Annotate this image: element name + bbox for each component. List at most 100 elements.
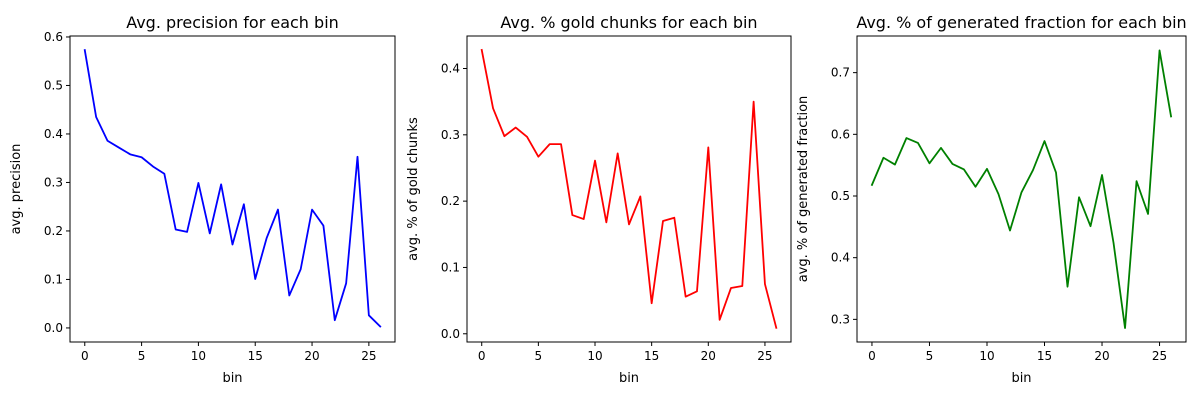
data-point-bin-6 bbox=[548, 143, 551, 146]
x-axis-ticks: 0 5 10 15 20 25 bbox=[868, 342, 1167, 363]
y-tick-label-0-2: 0.2 bbox=[441, 194, 460, 208]
y-tick-label-0-6: 0.6 bbox=[44, 30, 63, 44]
data-point-bin-21 bbox=[718, 318, 721, 321]
chart-title: Avg. % gold chunks for each bin bbox=[500, 13, 757, 32]
data-point-bin-24 bbox=[1147, 212, 1150, 215]
data-point-bin-12 bbox=[1008, 229, 1011, 232]
data-point-bin-14 bbox=[639, 195, 642, 198]
data-point-bin-8 bbox=[174, 228, 177, 231]
data-point-bin-23 bbox=[1135, 180, 1138, 183]
data-point-bin-16 bbox=[661, 220, 664, 223]
data-point-bin-15 bbox=[254, 277, 257, 280]
chart-title: Avg. % of generated fraction for each bi… bbox=[856, 13, 1186, 32]
plot-frame bbox=[466, 35, 792, 343]
data-point-bin-9 bbox=[186, 230, 189, 233]
data-point-bin-10 bbox=[985, 167, 988, 170]
y-tick-label-0-6: 0.6 bbox=[831, 127, 850, 141]
x-tick-label-15: 15 bbox=[644, 349, 659, 363]
x-axis-ticks: 0 5 10 15 20 25 bbox=[81, 342, 377, 363]
x-tick-label-25: 25 bbox=[361, 349, 376, 363]
data-point-bin-15 bbox=[1043, 140, 1046, 143]
x-tick-label-15: 15 bbox=[248, 349, 263, 363]
data-point-bin-5 bbox=[140, 156, 143, 159]
x-tick-label-20: 20 bbox=[701, 349, 716, 363]
y-axis-label: avg. % of gold chunks bbox=[406, 117, 421, 261]
y-tick-label-0-4: 0.4 bbox=[441, 61, 460, 75]
plot-frame bbox=[69, 35, 396, 343]
data-point-bin-13 bbox=[628, 223, 631, 226]
y-tick-label-0-1: 0.1 bbox=[441, 260, 460, 274]
data-point-bin-18 bbox=[288, 294, 291, 297]
series-line-gold-chunks bbox=[480, 48, 778, 329]
data-point-bin-24 bbox=[356, 155, 359, 158]
y-tick-label-0-3: 0.3 bbox=[441, 128, 460, 142]
data-point-bin-17 bbox=[1066, 285, 1069, 288]
y-axis-ticks: 0.0 0.1 0.2 0.3 0.4 bbox=[441, 61, 467, 341]
data-point-bin-2 bbox=[893, 163, 896, 166]
data-point-bin-2 bbox=[503, 135, 506, 138]
x-tick-label-25: 25 bbox=[1152, 349, 1167, 363]
data-point-bin-20 bbox=[311, 208, 314, 211]
data-point-bin-12 bbox=[220, 183, 223, 186]
data-point-bin-9 bbox=[974, 185, 977, 188]
x-tick-label-15: 15 bbox=[1037, 349, 1052, 363]
data-point-bin-26 bbox=[379, 325, 382, 328]
data-point-bin-19 bbox=[299, 268, 302, 271]
data-point-bin-19 bbox=[1089, 225, 1092, 228]
x-tick-label-5: 5 bbox=[535, 349, 543, 363]
plot-frame bbox=[856, 35, 1187, 343]
data-point-bin-8 bbox=[571, 214, 574, 217]
data-point-bin-10 bbox=[197, 181, 200, 184]
data-point-bin-18 bbox=[684, 295, 687, 298]
data-point-bin-6 bbox=[939, 146, 942, 149]
y-tick-label-0-4: 0.4 bbox=[831, 251, 850, 265]
data-point-bin-1 bbox=[95, 115, 98, 118]
data-point-bin-13 bbox=[1020, 191, 1023, 194]
data-point-bin-20 bbox=[1101, 174, 1104, 177]
x-tick-label-0: 0 bbox=[478, 349, 486, 363]
data-point-bin-0 bbox=[480, 48, 483, 51]
y-tick-label-0-7: 0.7 bbox=[831, 66, 850, 80]
x-tick-label-25: 25 bbox=[757, 349, 772, 363]
data-point-bin-21 bbox=[1112, 241, 1115, 244]
data-point-bin-7 bbox=[951, 162, 954, 165]
x-axis-label: bin bbox=[222, 371, 242, 386]
data-point-bin-9 bbox=[582, 218, 585, 221]
data-point-bin-26 bbox=[1170, 115, 1173, 118]
data-point-bin-4 bbox=[129, 153, 132, 156]
data-point-bin-23 bbox=[741, 285, 744, 288]
data-point-bin-4 bbox=[526, 135, 529, 138]
data-point-bin-26 bbox=[775, 326, 778, 329]
data-point-bin-16 bbox=[1055, 171, 1058, 174]
chart-title: Avg. precision for each bin bbox=[126, 13, 339, 32]
data-point-bin-6 bbox=[151, 165, 154, 168]
y-axis-ticks: 0.3 0.4 0.5 0.6 0.7 bbox=[831, 66, 857, 326]
data-point-bin-11 bbox=[997, 193, 1000, 196]
data-point-bin-5 bbox=[928, 162, 931, 165]
data-point-bin-15 bbox=[650, 302, 653, 305]
x-tick-label-0: 0 bbox=[868, 349, 876, 363]
data-point-bin-19 bbox=[695, 290, 698, 293]
series-line-generated-fraction bbox=[870, 49, 1173, 329]
data-point-bin-11 bbox=[605, 221, 608, 224]
y-tick-label-0-5: 0.5 bbox=[831, 189, 850, 203]
y-tick-label-0: 0.0 bbox=[441, 327, 460, 341]
x-tick-label-20: 20 bbox=[1094, 349, 1109, 363]
data-point-bin-24 bbox=[752, 100, 755, 103]
y-tick-label-0-5: 0.5 bbox=[44, 78, 63, 92]
x-tick-label-10: 10 bbox=[191, 349, 206, 363]
data-point-bin-13 bbox=[231, 243, 234, 246]
data-point-bin-22 bbox=[1124, 326, 1127, 329]
data-point-bin-22 bbox=[729, 287, 732, 290]
chart-generated-fraction: Avg. % of generated fraction for each bi… bbox=[796, 13, 1187, 386]
data-point-bin-12 bbox=[616, 152, 619, 155]
data-point-bin-25 bbox=[763, 283, 766, 286]
data-point-bin-8 bbox=[962, 168, 965, 171]
chart-gold-chunks: Avg. % gold chunks for each bin bin avg.… bbox=[406, 13, 792, 386]
data-point-bin-17 bbox=[276, 208, 279, 211]
data-point-bin-0 bbox=[83, 49, 86, 52]
y-tick-label-0-3: 0.3 bbox=[831, 312, 850, 326]
data-point-bin-18 bbox=[1078, 196, 1081, 199]
y-tick-label-0-2: 0.2 bbox=[44, 224, 63, 238]
